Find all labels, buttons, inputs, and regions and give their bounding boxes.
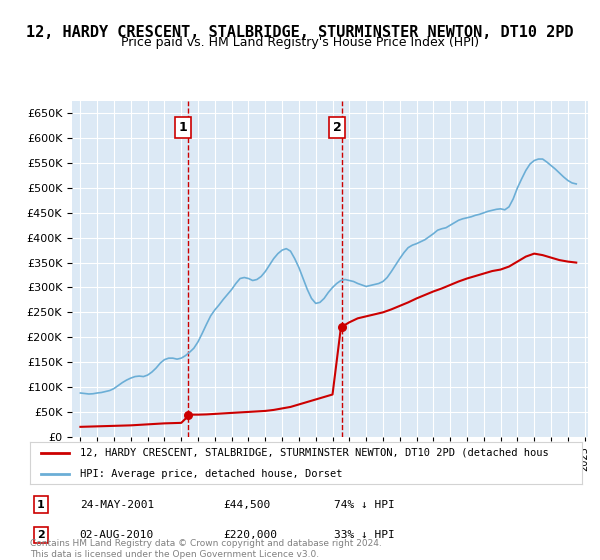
Text: 24-MAY-2001: 24-MAY-2001 (80, 500, 154, 510)
Text: 12, HARDY CRESCENT, STALBRIDGE, STURMINSTER NEWTON, DT10 2PD (detached hous: 12, HARDY CRESCENT, STALBRIDGE, STURMINS… (80, 448, 548, 458)
Point (337, 323, 347, 332)
Point (183, 410, 193, 419)
Text: £44,500: £44,500 (223, 500, 271, 510)
Text: 74% ↓ HPI: 74% ↓ HPI (334, 500, 394, 510)
Text: 02-AUG-2010: 02-AUG-2010 (80, 530, 154, 540)
Text: 12, HARDY CRESCENT, STALBRIDGE, STURMINSTER NEWTON, DT10 2PD: 12, HARDY CRESCENT, STALBRIDGE, STURMINS… (26, 25, 574, 40)
Text: £220,000: £220,000 (223, 530, 277, 540)
Text: Contains HM Land Registry data © Crown copyright and database right 2024.
This d: Contains HM Land Registry data © Crown c… (30, 539, 382, 559)
Text: HPI: Average price, detached house, Dorset: HPI: Average price, detached house, Dors… (80, 469, 342, 479)
Text: Price paid vs. HM Land Registry's House Price Index (HPI): Price paid vs. HM Land Registry's House … (121, 36, 479, 49)
Text: 1: 1 (178, 121, 187, 134)
Text: 33% ↓ HPI: 33% ↓ HPI (334, 530, 394, 540)
Text: 1: 1 (37, 500, 45, 510)
Text: 2: 2 (333, 121, 341, 134)
Text: 2: 2 (37, 530, 45, 540)
